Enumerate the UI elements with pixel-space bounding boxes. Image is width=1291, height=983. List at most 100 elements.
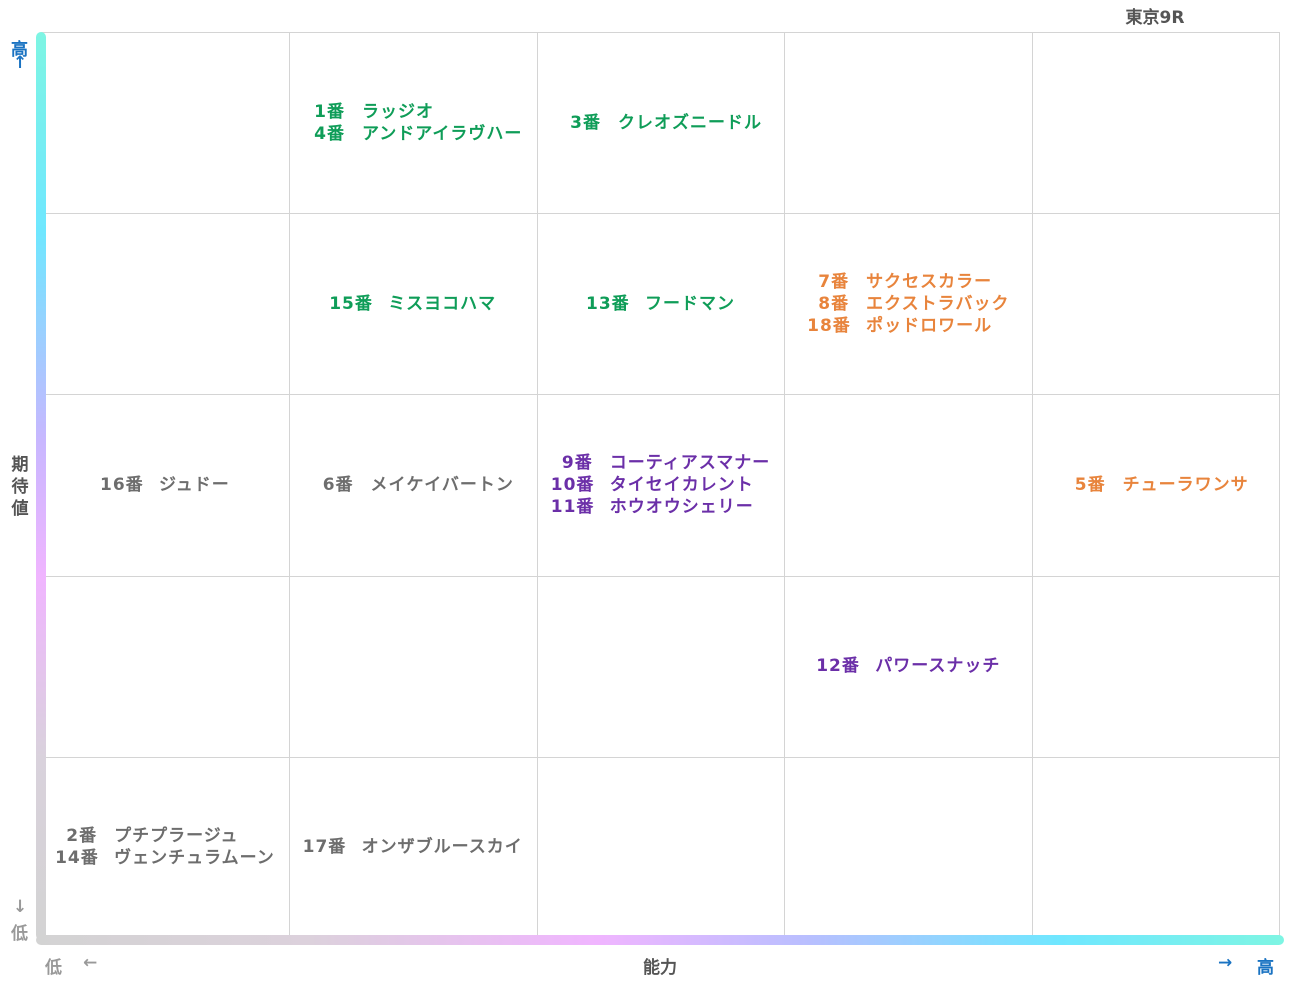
cell-entries: 6番 メイケイバートン	[312, 474, 514, 496]
y-axis-high-label: 高	[11, 40, 28, 60]
horse-entry: 3番 クレオズニードル	[559, 112, 762, 134]
entry-spacer	[593, 496, 610, 518]
horse-name: クレオズニードル	[617, 112, 762, 133]
horse-number: 9番	[561, 452, 593, 473]
horse-entry: 8番 エクストラバック	[807, 293, 1009, 315]
entry-spacer	[142, 474, 159, 496]
horse-entry: 5番 チューラワンサ	[1064, 474, 1249, 496]
horse-number: 13番	[585, 293, 630, 314]
horse-entry: 15番 ミスヨコハマ	[329, 293, 496, 315]
horse-entry: 10番 タイセイカレント	[551, 474, 770, 496]
grid-line-vertical	[784, 32, 785, 938]
cell-entries: 15番 ミスヨコハマ	[329, 293, 496, 315]
y-axis-down-arrow-icon: ↓	[13, 897, 28, 917]
cell-entries: 13番 フードマン	[586, 293, 735, 315]
horse-entry: 6番 メイケイバートン	[312, 474, 514, 496]
entry-spacer	[371, 293, 388, 315]
horse-name: ポッドロワール	[866, 315, 993, 336]
horse-number: 14番	[55, 848, 99, 869]
horse-name: メイケイバートン	[370, 474, 514, 495]
horse-number: 8番	[818, 293, 850, 314]
x-axis-low-label: 低	[45, 958, 62, 978]
cell-entries: 17番 オンザブルースカイ	[303, 836, 523, 858]
horse-number: 15番	[329, 293, 373, 314]
grid-line-horizontal	[41, 394, 1280, 395]
entry-spacer	[858, 655, 875, 677]
cell-entries: 16番 ジュドー	[100, 474, 230, 496]
grid-cell: 12番 パワースナッチ	[784, 576, 1032, 757]
horse-entry: 2番 プチプラージュ	[55, 825, 275, 847]
horse-number: 16番	[99, 474, 144, 495]
cell-entries: 2番 プチプラージュ 14番 ヴェンチュラムーン	[55, 825, 275, 869]
entry-spacer	[593, 452, 610, 474]
grid-line-vertical	[289, 32, 290, 938]
cell-entries: 9番 コーティアスマナー 10番 タイセイカレント 11番 ホウオウシェリー	[551, 452, 770, 518]
entry-spacer	[601, 112, 618, 134]
entry-spacer	[849, 315, 866, 337]
horse-number: 6番	[322, 474, 354, 495]
entry-spacer	[97, 847, 114, 869]
horse-number: 12番	[816, 656, 860, 677]
entry-spacer	[354, 474, 371, 496]
grid-cell: 2番 プチプラージュ 14番 ヴェンチュラムーン	[41, 757, 289, 938]
horse-name: ジュドー	[158, 474, 230, 495]
horse-name: サクセスカラー	[866, 271, 993, 292]
grid-line-vertical	[537, 32, 538, 938]
entry-spacer	[97, 825, 114, 847]
grid-cell: 15番 ミスヨコハマ	[289, 213, 537, 394]
grid-cell: 7番 サクセスカラー 8番 エクストラバック 18番 ポッドロワール	[784, 213, 1032, 394]
entry-spacer	[345, 101, 362, 123]
y-axis-low-label: 低	[11, 924, 28, 944]
horse-name: アンドアイラヴハー	[361, 123, 523, 144]
x-axis-high-label: 高	[1257, 958, 1274, 978]
grid-cell: 6番 メイケイバートン	[289, 394, 537, 575]
y-axis-title-char: 値	[11, 499, 29, 519]
entry-spacer	[1106, 474, 1123, 496]
horse-number: 7番	[818, 271, 850, 292]
horse-entry: 9番 コーティアスマナー	[551, 452, 770, 474]
horse-name: ミスヨコハマ	[388, 293, 497, 314]
entry-spacer	[345, 836, 362, 858]
horse-name: フードマン	[644, 293, 735, 314]
horse-name: チューラワンサ	[1122, 474, 1249, 495]
horse-number: 10番	[550, 474, 595, 495]
entry-spacer	[849, 293, 866, 315]
grid-cell: 3番 クレオズニードル	[537, 32, 785, 213]
horse-number: 2番	[66, 826, 98, 847]
horse-entry: 11番 ホウオウシェリー	[551, 496, 770, 518]
horse-entry: 16番 ジュドー	[100, 474, 230, 496]
y-axis-up-arrow-icon: ↑	[13, 53, 28, 73]
horse-entry: 7番 サクセスカラー	[807, 271, 1009, 293]
entry-spacer	[628, 293, 645, 315]
entry-spacer	[593, 474, 610, 496]
horse-entry: 12番 パワースナッチ	[816, 655, 1000, 677]
horse-number: 5番	[1074, 474, 1106, 495]
horse-number: 17番	[302, 837, 347, 858]
y-axis-title: 期待値	[9, 454, 31, 520]
y-axis-title-char: 待	[11, 477, 29, 497]
grid-cell: 5番 チューラワンサ	[1032, 394, 1280, 575]
grid-line-horizontal	[41, 757, 1280, 758]
cell-entries: 1番 ラッジオ 4番 アンドアイラヴハー	[303, 101, 522, 145]
horse-number: 3番	[570, 112, 601, 133]
horse-name: タイセイカレント	[609, 474, 754, 495]
horse-name: ヴェンチュラムーン	[114, 848, 275, 869]
horse-entry: 13番 フードマン	[586, 293, 735, 315]
grid-cell: 9番 コーティアスマナー 10番 タイセイカレント 11番 ホウオウシェリー	[537, 394, 785, 575]
horse-number: 4番	[314, 123, 345, 144]
cell-entries: 5番 チューラワンサ	[1064, 474, 1249, 496]
entry-spacer	[345, 123, 362, 145]
horse-name: オンザブルースカイ	[361, 837, 523, 858]
horse-name: ホウオウシェリー	[609, 496, 754, 517]
race-label: 東京9R	[1125, 8, 1185, 28]
x-axis-left-arrow-icon: ←	[83, 953, 98, 973]
grid-cell: 13番 フードマン	[537, 213, 785, 394]
cell-entries: 7番 サクセスカラー 8番 エクストラバック 18番 ポッドロワール	[807, 271, 1009, 337]
cell-entries: 12番 パワースナッチ	[816, 655, 1000, 677]
horse-entry: 14番 ヴェンチュラムーン	[55, 847, 275, 869]
grid-line-horizontal	[41, 213, 1280, 214]
horse-entry: 17番 オンザブルースカイ	[303, 836, 523, 858]
horse-name: ラッジオ	[361, 101, 434, 122]
grid-cell: 16番 ジュドー	[41, 394, 289, 575]
y-axis-gradient-bar	[36, 32, 46, 940]
